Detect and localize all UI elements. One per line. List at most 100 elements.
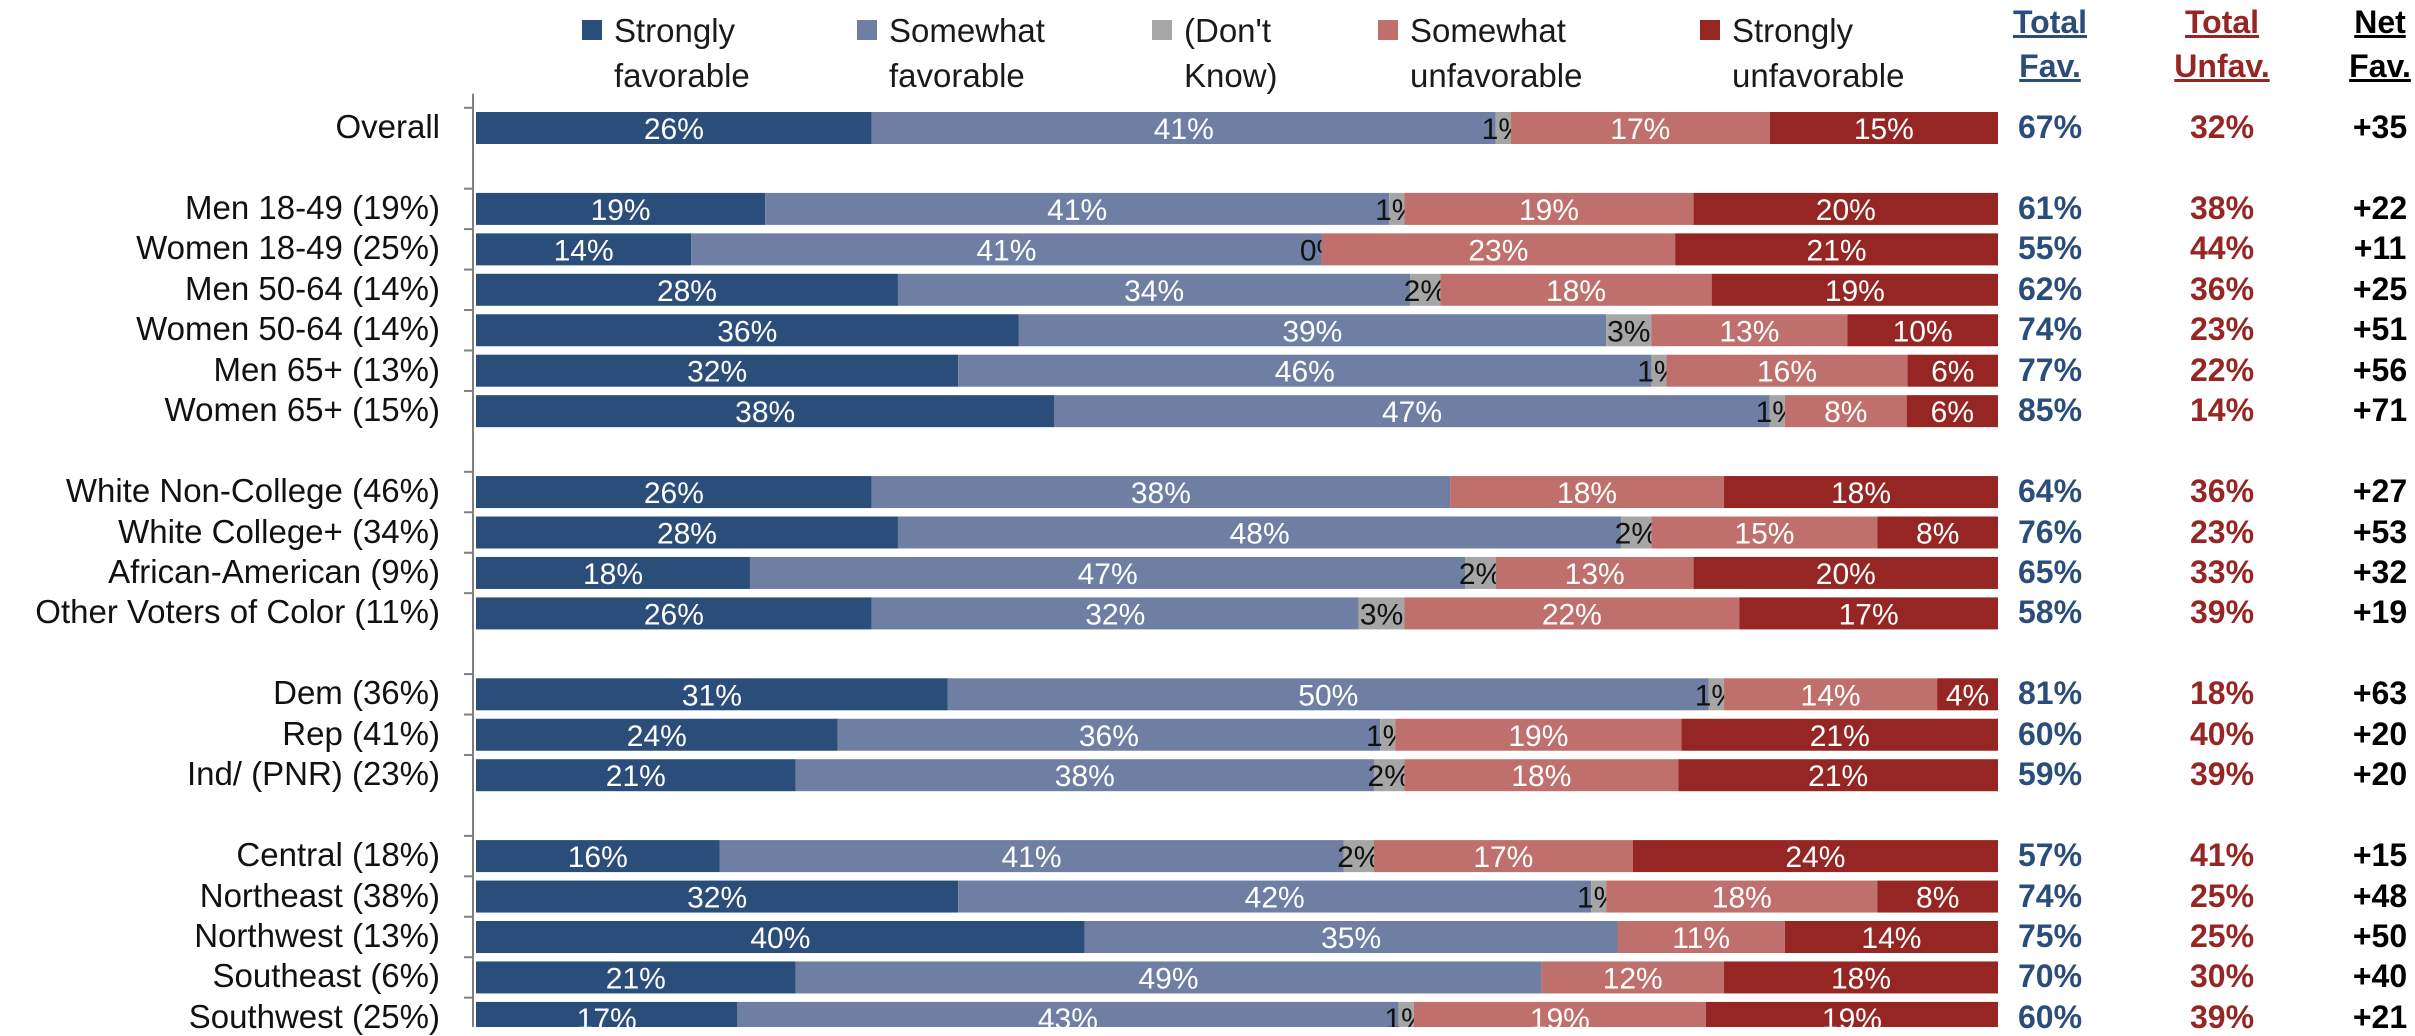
- net-fav-value: +20: [2352, 756, 2408, 793]
- bar-segment: [1705, 1001, 1998, 1027]
- bar-segment: [476, 192, 766, 225]
- bar-segment: [476, 273, 898, 306]
- total-fav-value: 61%: [2017, 189, 2083, 226]
- bar-data-label: 32%: [687, 882, 747, 915]
- bar-segment: [1906, 395, 1998, 428]
- bar-data-label: 17%: [1473, 841, 1533, 874]
- bar-segment: [476, 354, 959, 387]
- total-unfav-value: 39%: [2189, 998, 2255, 1035]
- bar-segment: [1847, 314, 1998, 347]
- bar-segment: [1373, 759, 1405, 792]
- bar-segment: [1018, 314, 1607, 347]
- total-unfav-value: 41%: [2189, 837, 2255, 874]
- net-fav-value: +53: [2352, 513, 2408, 550]
- row-label: Overall: [335, 108, 440, 145]
- bar-segment: [1769, 112, 1998, 144]
- bar-segment: [1413, 1001, 1706, 1027]
- bar-data-label: 50%: [1298, 679, 1358, 712]
- row-label: Men 18-49 (19%): [185, 188, 440, 226]
- bar-segment: [1681, 718, 1998, 751]
- row-label: Women 18-49 (25%): [136, 229, 440, 267]
- total-unfav-value: 25%: [2189, 877, 2255, 914]
- net-fav-value: +40: [2352, 958, 2408, 995]
- total-fav-value: 55%: [2017, 230, 2083, 267]
- total-unfav-value: 44%: [2189, 230, 2255, 267]
- total-fav-header: Total Fav.: [2012, 4, 2088, 84]
- bar-segment: [476, 840, 720, 873]
- bar-segment: [476, 233, 692, 266]
- bar-segment: [897, 516, 1622, 549]
- bar-data-label: 19%: [1825, 275, 1885, 308]
- bar-segment: [1450, 476, 1725, 509]
- bar-segment: [476, 476, 872, 509]
- bar-segment: [719, 840, 1344, 873]
- bar-segment: [1404, 597, 1740, 630]
- bar-segment: [476, 314, 1019, 347]
- bar-data-label: 14%: [1861, 922, 1921, 955]
- total-fav-value: 58%: [2017, 594, 2083, 631]
- bar-data-label: 35%: [1321, 922, 1381, 955]
- bar-segment: [871, 597, 1359, 630]
- row-label: Northwest (13%): [194, 917, 440, 954]
- bar-segment: [1784, 921, 1998, 953]
- bar-segment: [1398, 1001, 1414, 1027]
- legend-swatch: [1152, 20, 1172, 40]
- bar-segment: [795, 961, 1542, 994]
- total-unfav-value: 23%: [2189, 513, 2255, 550]
- bar-segment: [1877, 880, 1998, 913]
- bar-data-label: 15%: [1854, 113, 1914, 146]
- bar-data-label: 41%: [1047, 194, 1107, 227]
- net-fav-value: +56: [2352, 351, 2408, 388]
- bar-data-label: 28%: [657, 275, 717, 308]
- bar-data-label: 36%: [1079, 720, 1139, 753]
- total-unfav-value: 14%: [2189, 392, 2255, 429]
- total-unfav-value: 30%: [2189, 958, 2255, 995]
- bar-segment: [476, 921, 1085, 953]
- legend-item: Strongly favorable: [582, 8, 750, 98]
- bar-segment: [1937, 678, 1998, 711]
- bar-segment: [1321, 233, 1676, 266]
- net-fav-value: +27: [2352, 473, 2408, 510]
- bar-data-label: 20%: [1816, 558, 1876, 591]
- row-label: Southeast (6%): [212, 957, 440, 995]
- bar-data-label: 38%: [1055, 760, 1115, 793]
- bar-segment: [737, 1001, 1399, 1027]
- bar-segment: [476, 516, 898, 549]
- bar-segment: [1621, 516, 1652, 549]
- total-fav-value: 70%: [2017, 958, 2083, 995]
- total-unfav-value: 36%: [2189, 270, 2255, 307]
- bar-data-label: 21%: [1810, 720, 1870, 753]
- total-unfav-value: 40%: [2189, 715, 2255, 752]
- bar-data-label: 16%: [1757, 356, 1817, 389]
- bar-data-label: 21%: [606, 962, 666, 995]
- bar-data-label: 2%: [1404, 275, 1447, 308]
- bar-segment: [476, 395, 1055, 428]
- bar-data-label: 3%: [1360, 598, 1403, 631]
- total-fav-value: 57%: [2017, 837, 2083, 874]
- net-fav-value: +11: [2353, 230, 2407, 267]
- bar-data-label: 12%: [1603, 962, 1663, 995]
- bar-segment: [1666, 354, 1908, 387]
- total-unfav-value: 36%: [2189, 473, 2255, 510]
- legend-item: Strongly unfavorable: [1700, 8, 1904, 98]
- bar-segment: [1410, 273, 1441, 306]
- bar-segment: [1495, 112, 1511, 144]
- bar-data-label: 18%: [1831, 477, 1891, 510]
- legend-label: Strongly favorable: [614, 12, 750, 94]
- bar-data-label: 21%: [1808, 760, 1868, 793]
- legend-swatch: [582, 20, 602, 40]
- bar-segment: [476, 961, 796, 994]
- bar-data-label: 2%: [1459, 558, 1502, 591]
- total-unfav-value: 39%: [2189, 756, 2255, 793]
- bar-data-label: 42%: [1245, 882, 1305, 915]
- bar-segment: [1651, 314, 1848, 347]
- bar-segment: [1440, 273, 1712, 306]
- bar-segment: [749, 556, 1466, 589]
- total-fav-value: 81%: [2017, 675, 2083, 712]
- bar-segment: [476, 678, 948, 711]
- row-label: Southwest (25%): [188, 997, 440, 1035]
- net-fav-header: Net Fav.: [2349, 4, 2411, 84]
- bar-segment: [1693, 192, 1998, 225]
